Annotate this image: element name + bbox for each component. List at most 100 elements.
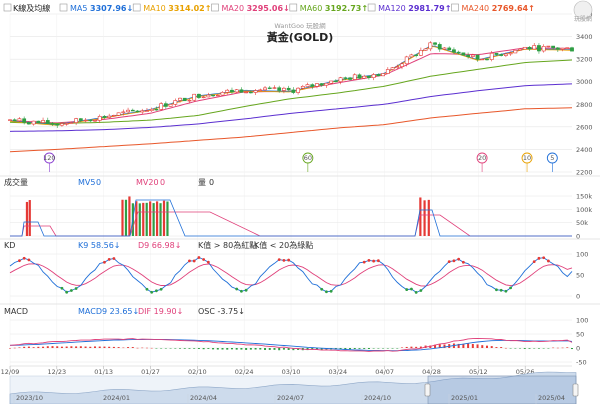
legend-item-ma120[interactable]: MA120 2981.79↑: [378, 4, 451, 13]
candle-body[interactable]: [64, 123, 69, 125]
candle-body[interactable]: [97, 115, 102, 121]
candle-body[interactable]: [513, 49, 518, 54]
candle-body[interactable]: [518, 48, 522, 51]
candle-body[interactable]: [437, 44, 442, 50]
price-panel[interactable]: WantGoo 玩股網 黃金(GOLD) 3600340032003000280…: [8, 11, 593, 371]
candle-body[interactable]: [258, 89, 263, 91]
navigator-selection[interactable]: [427, 375, 577, 404]
candle-body[interactable]: [324, 82, 329, 86]
marker-badge[interactable]: [521, 152, 533, 164]
candle-body[interactable]: [187, 99, 192, 102]
candle-body[interactable]: [522, 46, 527, 50]
candle-body[interactable]: [385, 69, 390, 74]
candle-body[interactable]: [310, 84, 315, 87]
candle-body[interactable]: [163, 103, 168, 107]
candle-body[interactable]: [286, 87, 291, 91]
legend-item-ma5[interactable]: MA5 3307.96↓: [70, 4, 133, 13]
candle-body[interactable]: [537, 45, 541, 52]
candle-body[interactable]: [130, 109, 135, 112]
candle-body[interactable]: [291, 89, 296, 93]
candle-body[interactable]: [565, 47, 570, 49]
legend-checkbox[interactable]: [3, 3, 12, 12]
candle-body[interactable]: [560, 47, 565, 50]
candle-body[interactable]: [55, 123, 60, 126]
candle-body[interactable]: [480, 58, 485, 61]
candle-body[interactable]: [215, 94, 220, 97]
candle-body[interactable]: [541, 46, 546, 52]
legend-item-ma240[interactable]: MA240 2769.64↑: [462, 4, 535, 13]
marker-badge[interactable]: [546, 152, 558, 164]
candle-body[interactable]: [376, 74, 381, 77]
candle-body[interactable]: [329, 80, 334, 84]
candle-body[interactable]: [315, 83, 319, 87]
legend-checkbox[interactable]: [451, 3, 459, 12]
candle-body[interactable]: [371, 74, 376, 78]
candle-body[interactable]: [570, 47, 574, 52]
candle-body[interactable]: [532, 45, 537, 50]
candle-body[interactable]: [381, 73, 385, 77]
candle-body[interactable]: [69, 122, 74, 124]
candle-body[interactable]: [319, 83, 324, 86]
candle-body[interactable]: [140, 110, 145, 113]
legend-checkbox[interactable]: [289, 3, 298, 12]
candle-body[interactable]: [348, 77, 352, 80]
candle-body[interactable]: [173, 100, 178, 105]
candle-body[interactable]: [22, 118, 27, 123]
candle-body[interactable]: [277, 87, 282, 91]
ma-legend[interactable]: K線及均線 MA5 3307.96↓ MA10 3314.02↑ MA20 3295.…: [3, 3, 535, 13]
candle-body[interactable]: [197, 93, 201, 98]
legend-checkbox[interactable]: [367, 3, 376, 12]
candle-body[interactable]: [267, 87, 272, 89]
candle-body[interactable]: [154, 108, 159, 111]
candle-body[interactable]: [220, 92, 225, 96]
candle-body[interactable]: [234, 89, 239, 93]
candle-body[interactable]: [475, 54, 480, 60]
legend-checkbox[interactable]: [211, 3, 219, 12]
candle-body[interactable]: [135, 110, 140, 113]
legend-item-ma10[interactable]: MA10 3314.02↑: [143, 4, 211, 13]
navigator-left-handle[interactable]: [424, 383, 431, 397]
candle-body[interactable]: [111, 115, 116, 117]
candle-body[interactable]: [447, 47, 452, 51]
candle-body[interactable]: [466, 54, 471, 57]
candle-body[interactable]: [12, 119, 17, 122]
candle-body[interactable]: [41, 120, 45, 123]
candle-body[interactable]: [78, 118, 83, 121]
candle-body[interactable]: [26, 122, 31, 125]
candle-body[interactable]: [352, 74, 357, 80]
candle-body[interactable]: [400, 63, 404, 67]
legend-item-ma20[interactable]: MA20 3295.06↓: [222, 4, 290, 13]
candle-body[interactable]: [433, 42, 437, 45]
candle-body[interactable]: [461, 52, 466, 56]
candle-body[interactable]: [50, 123, 55, 125]
candle-body[interactable]: [409, 54, 414, 58]
candle-body[interactable]: [248, 91, 253, 94]
candle-body[interactable]: [239, 89, 244, 93]
candle-body[interactable]: [357, 74, 362, 79]
candle-body[interactable]: [192, 93, 197, 101]
candle-body[interactable]: [116, 112, 121, 116]
candle-body[interactable]: [149, 108, 154, 112]
legend-checkbox[interactable]: [132, 3, 141, 12]
legend-checkbox[interactable]: [59, 3, 68, 12]
candle-body[interactable]: [414, 54, 419, 56]
candle-body[interactable]: [395, 66, 400, 69]
candle-body[interactable]: [88, 119, 93, 122]
candle-body[interactable]: [546, 45, 551, 48]
navigator-right-handle[interactable]: [572, 383, 579, 397]
candle-body[interactable]: [121, 111, 126, 114]
candle-body[interactable]: [551, 45, 556, 49]
candle-body[interactable]: [428, 42, 433, 50]
candle-body[interactable]: [282, 87, 286, 91]
candle-body[interactable]: [367, 75, 371, 78]
candle-body[interactable]: [230, 89, 234, 93]
candle-body[interactable]: [272, 87, 277, 89]
candle-body[interactable]: [423, 48, 428, 51]
marker-badge[interactable]: [476, 152, 488, 164]
candle-body[interactable]: [31, 120, 36, 125]
candle-body[interactable]: [527, 46, 532, 50]
candle-body[interactable]: [343, 77, 348, 79]
candle-body[interactable]: [74, 118, 79, 123]
